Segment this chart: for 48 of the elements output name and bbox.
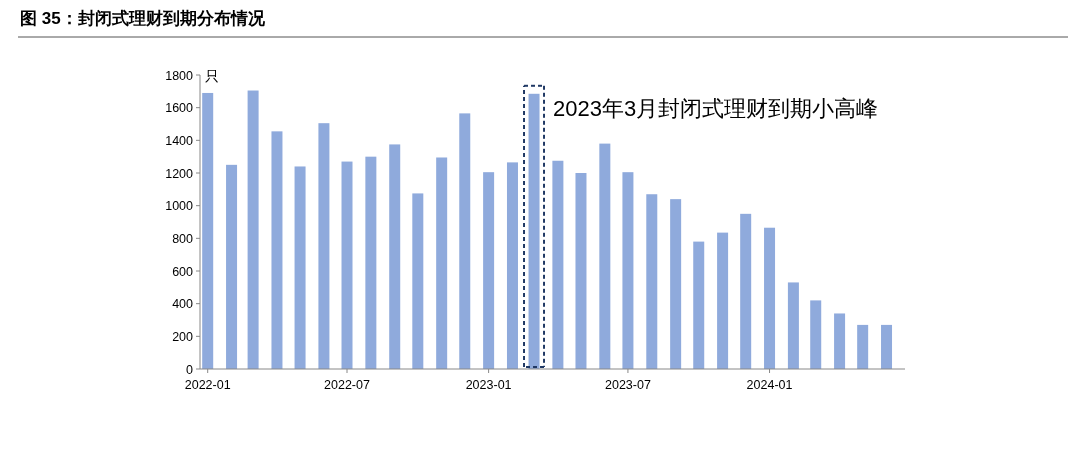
bar <box>622 172 634 369</box>
y-tick-label: 600 <box>172 264 194 279</box>
bar <box>599 143 611 369</box>
bar <box>834 313 846 369</box>
y-tick-label: 1200 <box>165 166 194 181</box>
x-tick-label: 2022-01 <box>184 378 231 392</box>
bar <box>740 213 752 369</box>
bar <box>552 160 564 369</box>
y-tick-label: 1800 <box>165 68 194 83</box>
x-tick-label: 2022-07 <box>324 378 370 392</box>
x-tick-label: 2023-01 <box>465 378 512 392</box>
bar <box>717 232 729 369</box>
y-tick-label: 400 <box>172 297 194 312</box>
bar <box>318 123 330 369</box>
y-tick-label: 0 <box>186 362 194 377</box>
bar <box>271 131 283 369</box>
y-axis-title: 只 <box>205 68 219 84</box>
y-tick-label: 800 <box>172 231 194 246</box>
bar <box>528 93 540 369</box>
bar <box>693 241 705 369</box>
y-tick-label: 1000 <box>165 199 194 214</box>
bar <box>810 300 822 369</box>
bar <box>365 156 377 369</box>
y-tick-label: 1600 <box>165 101 194 116</box>
annotation: 2023年3月封闭式理财到期小高峰 <box>553 95 879 121</box>
x-tick-label: 2023-07 <box>604 378 651 392</box>
chart-title: 图 35：封闭式理财到期分布情况 <box>20 9 266 28</box>
x-tick-label: 2024-01 <box>746 378 793 392</box>
bar <box>670 199 682 369</box>
bar <box>506 162 518 369</box>
bar <box>341 161 353 369</box>
bar <box>787 282 799 369</box>
bar <box>436 157 448 369</box>
bar <box>247 90 259 369</box>
bar <box>226 164 238 369</box>
bar <box>764 227 776 369</box>
bar <box>881 324 893 369</box>
y-tick-label: 200 <box>172 329 194 344</box>
bar <box>646 194 658 369</box>
bar <box>483 172 495 369</box>
bar <box>202 92 214 369</box>
bar <box>575 173 587 369</box>
y-tick-label: 1400 <box>165 133 194 148</box>
bar <box>389 144 401 369</box>
bar <box>459 113 471 369</box>
bar <box>294 166 306 369</box>
bar <box>412 193 424 369</box>
bar <box>857 324 869 369</box>
